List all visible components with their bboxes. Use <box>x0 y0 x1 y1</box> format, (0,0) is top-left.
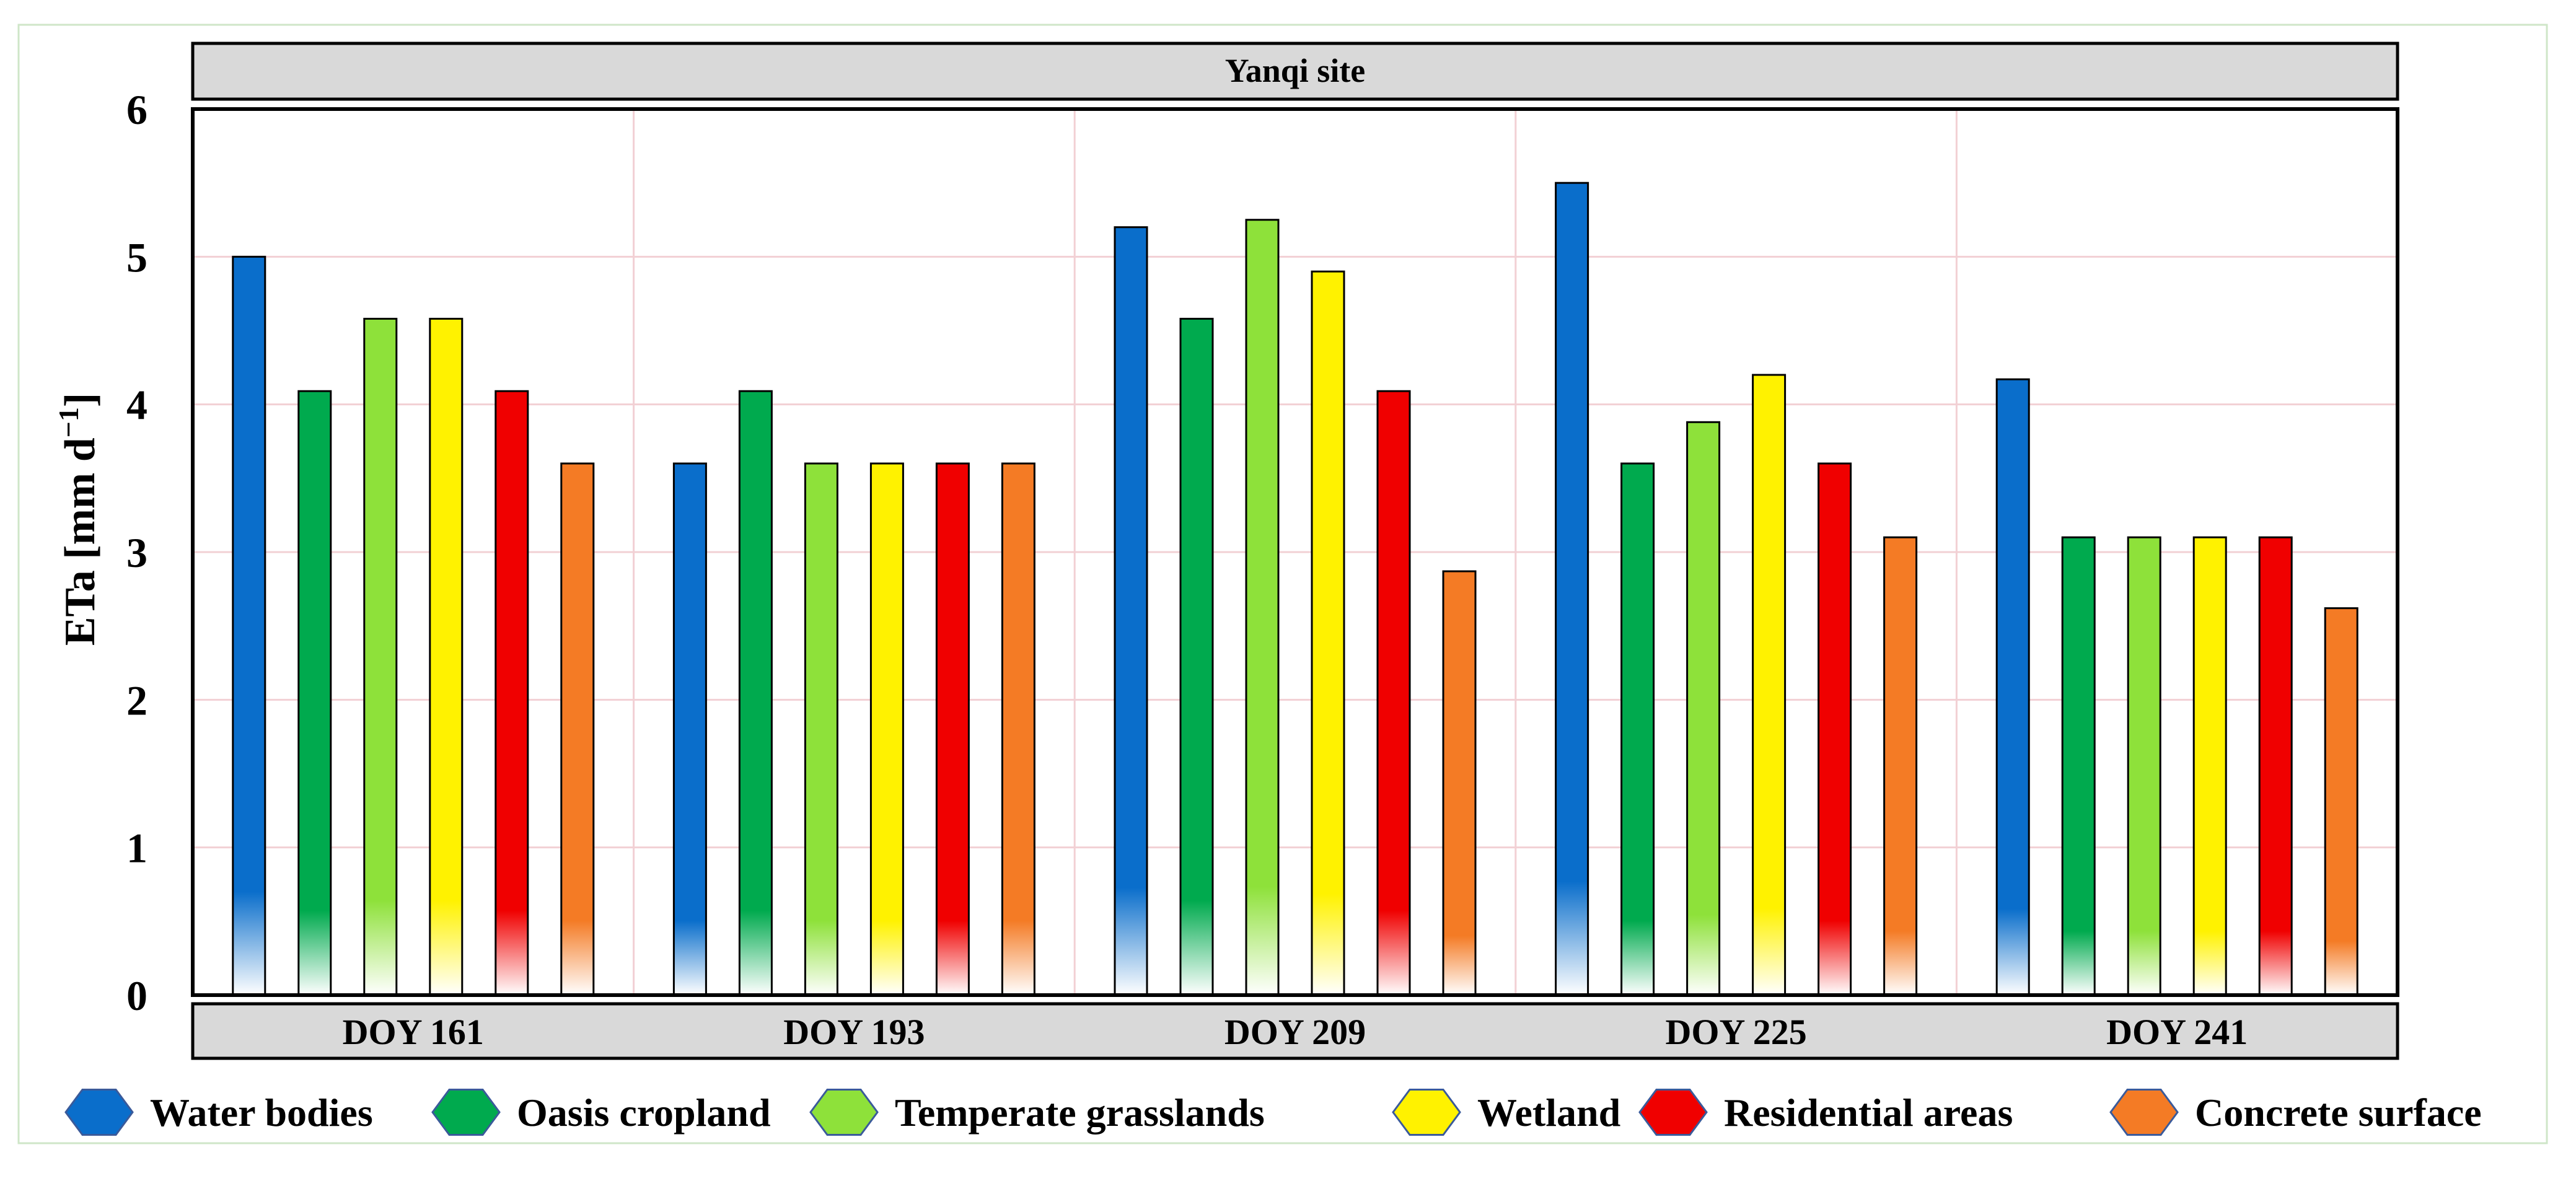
figure-border <box>17 24 2548 1144</box>
bar-residential-areas-doy-225 <box>1818 462 1852 996</box>
bar-concrete-surface-doy-209 <box>1442 570 1477 996</box>
legend-label-wetland: Wetland <box>1477 1091 1620 1135</box>
y-tick-label: 6 <box>126 86 147 133</box>
plot-frame <box>191 107 2399 997</box>
bar-wetland-doy-193 <box>869 462 904 996</box>
y-axis-label-close: ] <box>56 393 104 407</box>
bar-concrete-surface-doy-161 <box>560 462 595 996</box>
legend-label-residential-areas: Residential areas <box>1724 1091 2013 1135</box>
bar-concrete-surface-doy-193 <box>1001 462 1035 996</box>
bar-oasis-cropland-doy-225 <box>1620 462 1655 996</box>
legend-label-water-bodies: Water bodies <box>150 1091 373 1135</box>
y-tick-label: 1 <box>126 825 147 872</box>
legend-label-oasis-cropland: Oasis cropland <box>517 1091 771 1135</box>
y-tick-label: 2 <box>126 677 147 724</box>
legend-label-temperate-grasslands: Temperate grasslands <box>895 1091 1265 1135</box>
bar-temperate-grasslands-doy-193 <box>804 462 838 996</box>
bar-residential-areas-doy-193 <box>935 462 970 996</box>
grid-lines <box>193 109 2398 995</box>
title-strip <box>191 42 2399 101</box>
bar-wetland-doy-225 <box>1752 374 1787 996</box>
legend: Water bodies Oasis cropland Temperate gras… <box>64 1089 2482 1136</box>
bar-water-bodies-doy-225 <box>1555 182 1589 996</box>
y-axis-label-text: ETa [mm d <box>56 437 104 646</box>
y-axis-label: ETa [mm d−1] <box>53 393 104 646</box>
bar-water-bodies-doy-161 <box>232 255 266 996</box>
y-tick-label: 0 <box>126 972 147 1019</box>
x-category-label: DOY 161 <box>343 1012 484 1052</box>
bar-wetland-doy-209 <box>1311 270 1345 996</box>
legend-marker-water-bodies <box>64 1089 134 1136</box>
bar-oasis-cropland-doy-209 <box>1179 317 1214 996</box>
legend-marker-concrete-surface <box>2109 1089 2179 1136</box>
x-category-label: DOY 209 <box>1224 1012 1366 1052</box>
x-category-label: DOY 225 <box>1665 1012 1806 1052</box>
bar-residential-areas-doy-241 <box>2258 536 2293 996</box>
x-category-label: DOY 241 <box>2106 1012 2248 1052</box>
legend-marker-oasis-cropland <box>431 1089 501 1136</box>
x-category-labels: DOY 161 DOY 193 DOY 209 DOY 225 DOY 241 <box>343 1012 2248 1052</box>
bar-wetland-doy-241 <box>2192 536 2227 996</box>
bar-oasis-cropland-doy-193 <box>738 390 773 996</box>
bar-temperate-grasslands-doy-225 <box>1686 421 1721 996</box>
bar-temperate-grasslands-doy-209 <box>1245 219 1280 996</box>
bar-water-bodies-doy-209 <box>1114 226 1148 996</box>
bar-water-bodies-doy-241 <box>1995 378 2030 996</box>
bars-group <box>232 182 2358 996</box>
category-strip <box>191 1002 2399 1060</box>
bar-concrete-surface-doy-241 <box>2324 607 2358 996</box>
y-tick-labels: 0 1 2 3 4 5 6 <box>126 86 147 1019</box>
bar-water-bodies-doy-193 <box>672 462 707 996</box>
bar-residential-areas-doy-161 <box>495 390 529 996</box>
y-tick-label: 5 <box>126 234 147 281</box>
x-category-label: DOY 193 <box>783 1012 925 1052</box>
bar-temperate-grasslands-doy-161 <box>363 317 398 996</box>
y-axis-label-exponent: −1 <box>53 407 84 437</box>
bar-wetland-doy-161 <box>429 317 464 996</box>
legend-marker-wetland <box>1392 1089 1461 1136</box>
legend-marker-residential-areas <box>1638 1089 1708 1136</box>
y-tick-label: 3 <box>126 529 147 576</box>
y-tick-label: 4 <box>126 382 147 429</box>
bar-concrete-surface-doy-225 <box>1883 536 1918 996</box>
legend-label-concrete-surface: Concrete surface <box>2195 1091 2482 1135</box>
bar-oasis-cropland-doy-241 <box>2061 536 2096 996</box>
bar-temperate-grasslands-doy-241 <box>2127 536 2161 996</box>
legend-marker-temperate-grasslands <box>809 1089 879 1136</box>
chart-title: Yanqi site <box>1225 52 1366 89</box>
bar-oasis-cropland-doy-161 <box>297 390 332 996</box>
bar-residential-areas-doy-209 <box>1376 390 1411 996</box>
